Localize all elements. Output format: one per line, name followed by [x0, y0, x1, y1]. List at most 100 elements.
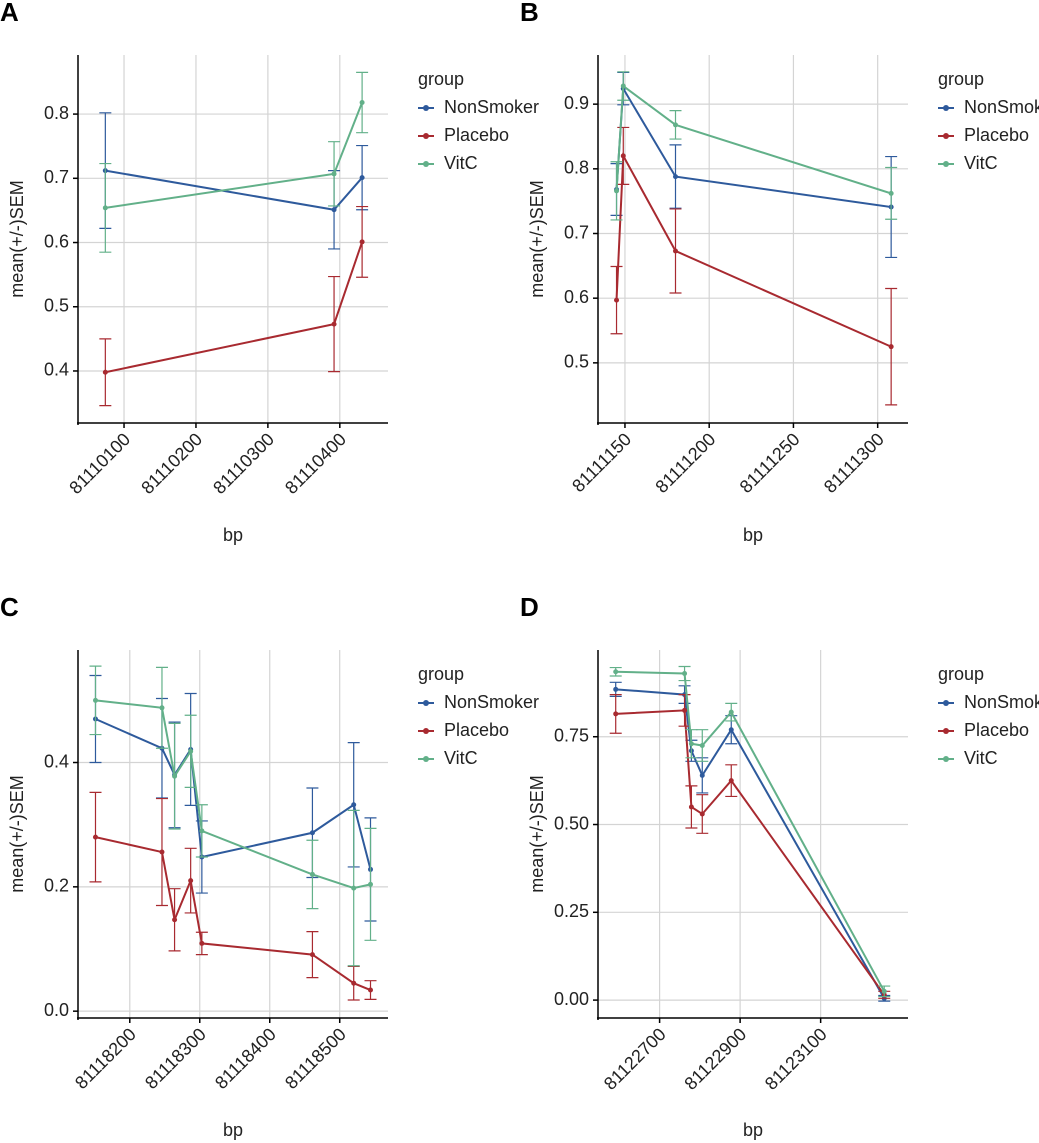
point — [682, 707, 688, 713]
y-axis-label: mean(+/-)SEM — [7, 775, 27, 893]
y-tick-label: 0.5 — [44, 296, 69, 316]
x-tick-label: 81118300 — [141, 1024, 210, 1093]
x-tick-label: 81118500 — [281, 1024, 350, 1093]
y-axis-label: mean(+/-)SEM — [527, 775, 547, 893]
legend-swatch — [943, 105, 949, 111]
point — [172, 917, 178, 923]
x-tick-label: 81118200 — [71, 1024, 140, 1093]
point — [199, 828, 205, 834]
point — [620, 83, 626, 89]
y-tick-label: 0.0 — [44, 1000, 69, 1020]
legend-label: Placebo — [444, 125, 509, 145]
panel: D 0.00 0.25 0.50 0.75 81122700 81122900 8112310… — [520, 592, 1039, 1140]
panel-label: C — [0, 592, 19, 622]
legend-label: Placebo — [964, 125, 1029, 145]
x-tick-label: 81122900 — [680, 1024, 750, 1094]
point — [309, 952, 315, 958]
legend-label: VitC — [964, 153, 998, 173]
point — [199, 940, 205, 946]
y-tick-label: 0.00 — [554, 989, 589, 1009]
y-tick-label: 0.2 — [44, 876, 69, 896]
point — [682, 671, 688, 677]
point — [331, 171, 337, 177]
point — [888, 190, 894, 196]
panel: C 0.0 0.2 0.4 81118200 81118300 81118400 811185… — [0, 592, 539, 1140]
y-tick-label: 0.7 — [564, 222, 589, 242]
y-tick-label: 0.25 — [554, 901, 589, 921]
point — [309, 830, 315, 836]
point — [359, 175, 365, 181]
legend-swatch — [943, 700, 949, 706]
y-tick-label: 0.7 — [44, 167, 69, 187]
legend-label: Placebo — [964, 720, 1029, 740]
point — [673, 122, 678, 128]
point — [359, 239, 365, 245]
legend-swatch — [943, 756, 949, 762]
point — [613, 669, 619, 675]
point — [92, 697, 98, 703]
point — [172, 773, 178, 779]
series-line — [615, 709, 886, 996]
point — [351, 885, 357, 891]
legend-swatch — [423, 161, 429, 167]
point — [102, 369, 108, 375]
series-line — [615, 688, 886, 999]
series-line — [95, 718, 372, 870]
legend-title: group — [938, 664, 984, 684]
legend-label: VitC — [444, 153, 478, 173]
point — [368, 987, 374, 993]
point — [614, 297, 620, 303]
point — [159, 849, 165, 855]
y-tick-label: 0.8 — [44, 103, 69, 123]
legend-swatch — [423, 756, 429, 762]
point — [613, 711, 619, 717]
series-line — [615, 85, 892, 208]
x-tick-label: 81111200 — [651, 429, 719, 497]
y-tick-label: 0.5 — [564, 352, 589, 372]
y-axis-label: mean(+/-)SEM — [7, 180, 27, 298]
point — [699, 811, 705, 817]
x-tick-label: 81111250 — [736, 429, 804, 497]
point — [620, 153, 626, 159]
x-axis-label: bp — [223, 1120, 243, 1140]
point — [728, 778, 734, 784]
point — [351, 980, 357, 986]
y-tick-label: 0.75 — [554, 725, 589, 745]
point — [688, 741, 694, 747]
series-line — [95, 699, 371, 890]
point — [188, 748, 194, 754]
point — [888, 344, 894, 350]
legend-swatch — [943, 161, 949, 167]
legend-swatch — [423, 133, 429, 139]
x-tick-label: 81110400 — [281, 429, 350, 498]
x-tick-label: 81110100 — [65, 429, 134, 498]
y-tick-label: 0.6 — [44, 231, 69, 251]
panel-label: A — [0, 0, 19, 27]
point — [688, 804, 694, 810]
legend-label: NonSmoker — [964, 692, 1039, 712]
legend-label: NonSmoker — [444, 692, 539, 712]
point — [351, 802, 357, 808]
series-line — [105, 169, 363, 211]
point — [673, 248, 678, 254]
panel: B 0.5 0.6 0.7 0.8 0.9 81111150 81111200 81111250… — [520, 0, 1039, 545]
point — [188, 878, 194, 884]
point — [159, 705, 165, 711]
point — [881, 988, 887, 994]
point — [613, 686, 619, 692]
point — [331, 321, 337, 327]
x-tick-label: 81118400 — [211, 1024, 280, 1093]
series-line — [95, 836, 371, 991]
legend-label: Placebo — [444, 720, 509, 740]
legend-label: NonSmoker — [444, 97, 539, 117]
legend-label: NonSmoker — [964, 97, 1039, 117]
panel-label: B — [520, 0, 539, 27]
y-tick-label: 0.6 — [564, 287, 589, 307]
x-axis-label: bp — [743, 1120, 763, 1140]
point — [728, 709, 734, 715]
point — [699, 772, 705, 778]
legend-swatch — [943, 728, 949, 734]
legend-swatch — [423, 728, 429, 734]
series-line — [615, 152, 892, 348]
